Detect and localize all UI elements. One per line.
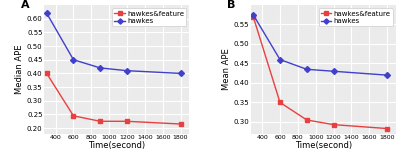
hawkes: [385, 74, 390, 76]
hawkes&feature: [124, 120, 129, 122]
hawkes&feature: [251, 16, 256, 18]
hawkes: [331, 70, 336, 72]
Line: hawkes: hawkes: [251, 13, 389, 77]
hawkes&feature: [44, 72, 49, 74]
hawkes&feature: [178, 123, 183, 125]
Y-axis label: Mean APE: Mean APE: [222, 48, 231, 90]
hawkes: [98, 67, 103, 69]
Y-axis label: Median APE: Median APE: [15, 45, 24, 94]
hawkes&feature: [304, 119, 309, 121]
Text: B: B: [227, 0, 236, 10]
X-axis label: Time(second): Time(second): [88, 141, 145, 150]
Legend: hawkes&feature, hawkes: hawkes&feature, hawkes: [319, 9, 392, 26]
Line: hawkes&feature: hawkes&feature: [44, 71, 183, 126]
hawkes&feature: [71, 115, 76, 117]
Text: A: A: [21, 0, 29, 10]
hawkes&feature: [331, 124, 336, 126]
hawkes&feature: [385, 128, 390, 130]
hawkes: [278, 59, 282, 61]
Legend: hawkes&feature, hawkes: hawkes&feature, hawkes: [112, 9, 186, 26]
hawkes: [304, 68, 309, 70]
hawkes: [44, 12, 49, 14]
hawkes: [124, 70, 129, 72]
hawkes: [71, 59, 76, 61]
Line: hawkes&feature: hawkes&feature: [251, 15, 389, 131]
hawkes&feature: [98, 120, 103, 122]
X-axis label: Time(second): Time(second): [295, 141, 352, 150]
hawkes: [178, 72, 183, 74]
hawkes&feature: [278, 101, 282, 103]
Line: hawkes: hawkes: [44, 11, 183, 75]
hawkes: [251, 14, 256, 16]
